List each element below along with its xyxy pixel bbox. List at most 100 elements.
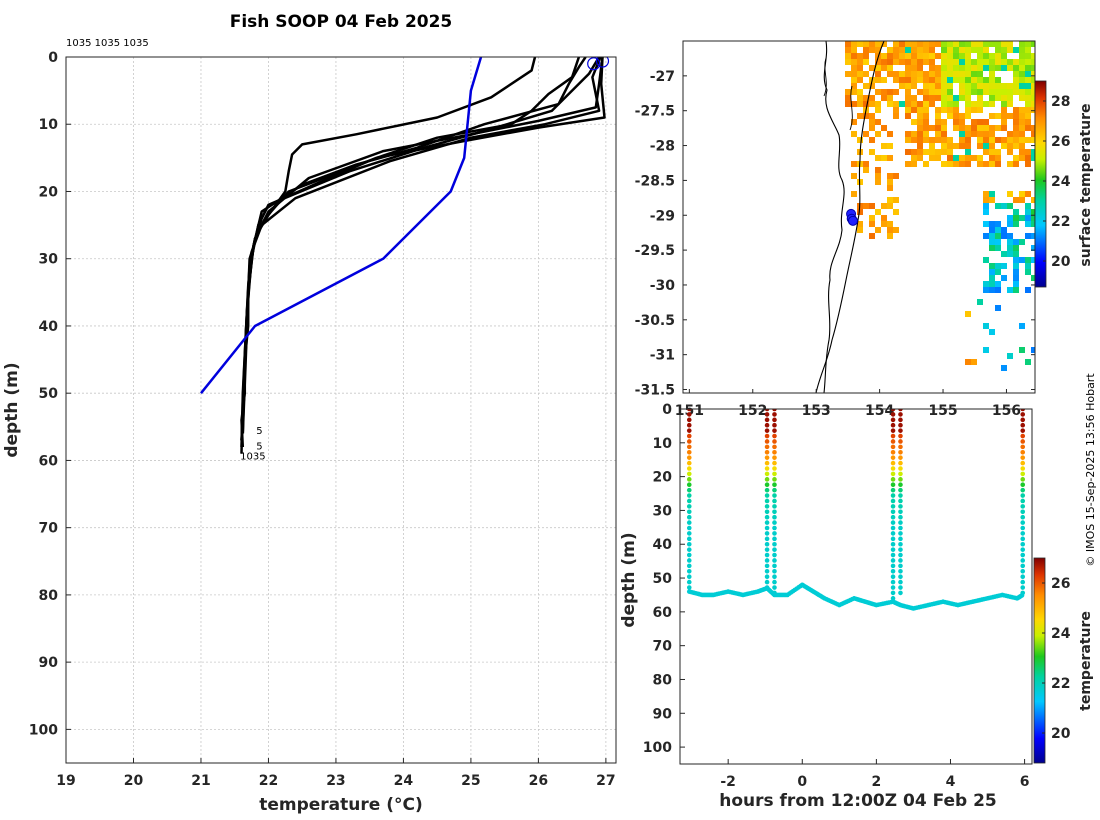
- sst-cell: [947, 95, 953, 101]
- sst-cell: [887, 89, 893, 95]
- sst-cell: [923, 149, 929, 155]
- sst-cell: [1025, 149, 1031, 155]
- sst-cell: [917, 71, 923, 77]
- sst-cell: [995, 53, 1001, 59]
- sst-cell: [971, 41, 977, 47]
- temperature-colorbar-tick-label: 22: [1051, 676, 1070, 692]
- cast-point: [1020, 460, 1026, 466]
- sst-cell: [929, 53, 935, 59]
- sst-cell: [875, 59, 881, 65]
- sst-cell: [995, 305, 1001, 311]
- sst-cell: [977, 131, 983, 137]
- sst-cell: [929, 77, 935, 83]
- sst-cell: [863, 59, 869, 65]
- cast-point: [1020, 422, 1026, 428]
- sst-cell: [1007, 215, 1013, 221]
- sst-cell: [995, 227, 1001, 233]
- profile-y-tick-label: 60: [39, 453, 59, 469]
- cast-point: [686, 520, 692, 525]
- sst-cell: [1001, 95, 1007, 101]
- profile-x-tick-label: 26: [529, 773, 548, 789]
- sst-cell: [851, 173, 857, 179]
- cast-point: [686, 433, 692, 439]
- sst-cell: [983, 209, 989, 215]
- cast-point: [1020, 558, 1026, 563]
- sst-cell: [1019, 191, 1025, 197]
- profile-y-tick-label: 50: [39, 386, 59, 402]
- sst-cell: [923, 83, 929, 89]
- sst-cell: [989, 149, 995, 155]
- sst-cell: [977, 137, 983, 143]
- sst-cell: [875, 227, 881, 233]
- sst-cell: [893, 113, 899, 119]
- sst-cell: [911, 149, 917, 155]
- sst-cell: [1007, 41, 1013, 47]
- sst-cell: [893, 101, 899, 107]
- sst-cell: [995, 47, 1001, 53]
- sst-cell: [875, 47, 881, 53]
- sst-cell: [995, 287, 1001, 293]
- sst-cell: [1025, 119, 1031, 125]
- cast-point: [686, 422, 692, 428]
- sst-cell: [977, 95, 983, 101]
- cast-point: [898, 504, 903, 509]
- sst-cell: [917, 47, 923, 53]
- map-x-tick-label: 154: [865, 403, 894, 419]
- sst-cell: [1013, 257, 1019, 263]
- sst-cell: [887, 173, 893, 179]
- sst-cell: [977, 107, 983, 113]
- cast-point: [686, 471, 692, 477]
- top-annotation: 1035 1035 1035: [66, 38, 149, 49]
- cast-point: [898, 409, 903, 412]
- sst-cell: [863, 83, 869, 89]
- sst-cell: [905, 95, 911, 101]
- sst-cell: [983, 323, 989, 329]
- sst-cell: [869, 101, 875, 107]
- sst-cell: [857, 77, 863, 83]
- cast-point: [772, 579, 777, 585]
- sst-cell: [1019, 77, 1025, 83]
- cast-point: [764, 433, 770, 439]
- sst-cell: [983, 125, 989, 131]
- cast-point: [898, 417, 903, 423]
- time-y-tick-label: 40: [653, 537, 673, 553]
- profile-grid: [65, 56, 616, 763]
- cast-point: [686, 509, 692, 515]
- temperature-colorbar-label: temperature: [1078, 611, 1094, 711]
- sst-cell: [1025, 191, 1031, 197]
- sst-cell: [1031, 257, 1035, 263]
- cast-point: [898, 422, 903, 428]
- sst-cell: [1001, 59, 1007, 65]
- sst-cell: [959, 65, 965, 71]
- sst-cell: [1001, 101, 1007, 107]
- sst-cell: [1007, 137, 1013, 143]
- cast-point: [686, 504, 692, 509]
- sst-cell: [893, 209, 899, 215]
- sst-cell: [1013, 71, 1019, 77]
- profile-line: [240, 57, 581, 441]
- sst-cell: [905, 41, 911, 47]
- cast-point: [772, 498, 777, 504]
- sst-cell: [1025, 41, 1031, 47]
- cast-point: [1020, 487, 1026, 493]
- cast-point: [898, 455, 903, 460]
- sst-cell: [911, 53, 917, 59]
- profile-y-tick-label: 90: [39, 655, 59, 671]
- sst-cell: [875, 65, 881, 71]
- cast-point: [686, 579, 692, 585]
- cast-point: [686, 558, 692, 563]
- sst-colorbar-label: surface temperature: [1078, 103, 1094, 266]
- sst-cell: [905, 77, 911, 83]
- cast-point: [1020, 568, 1026, 574]
- sst-cell: [881, 89, 887, 95]
- sst-cell: [875, 89, 881, 95]
- cast-point: [686, 498, 692, 504]
- sst-cell: [953, 95, 959, 101]
- sst-cell: [941, 47, 947, 53]
- profile-x-tick-label: 25: [461, 773, 480, 789]
- sst-cell: [1013, 197, 1019, 203]
- sst-cell: [947, 89, 953, 95]
- sst-cell: [935, 131, 941, 137]
- cast-point: [898, 439, 903, 444]
